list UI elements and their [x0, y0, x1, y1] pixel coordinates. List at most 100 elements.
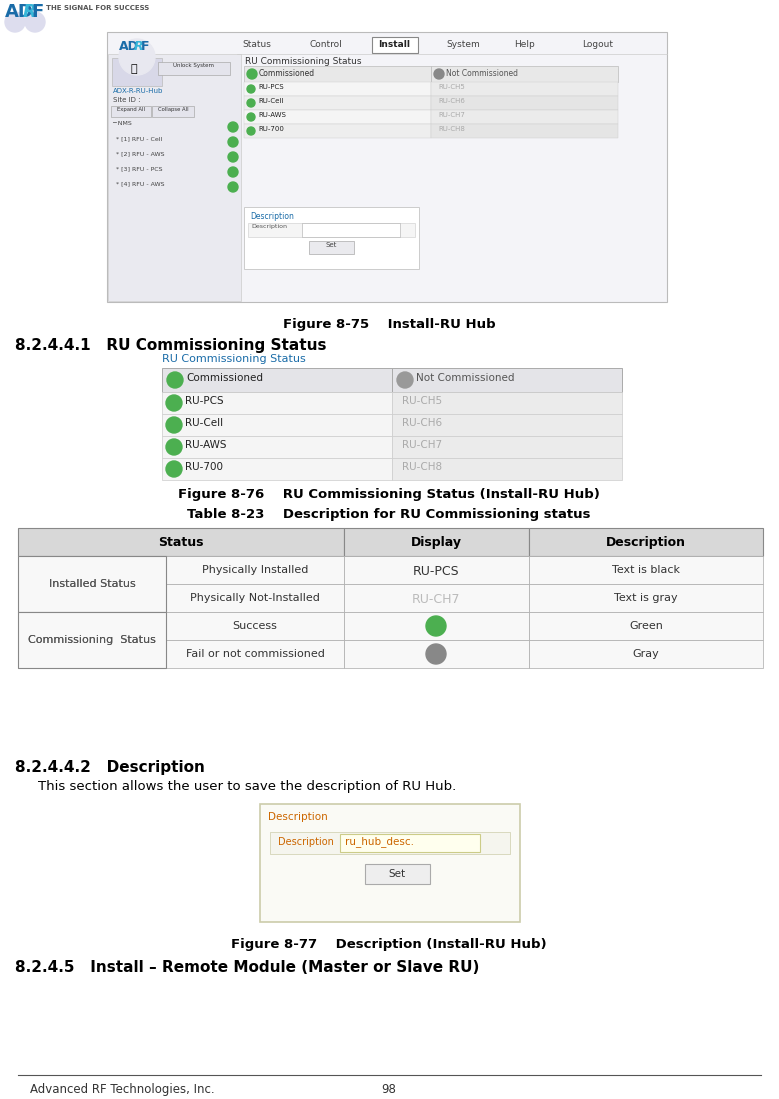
Text: Display: Display [411, 536, 461, 550]
Text: Installed Status: Installed Status [48, 579, 136, 589]
Text: Unlock System: Unlock System [174, 63, 214, 68]
Text: AD: AD [119, 40, 139, 53]
Text: Description: Description [250, 212, 294, 221]
Bar [302, 223, 400, 237]
Text: Commissioned: Commissioned [259, 69, 315, 78]
Circle shape [397, 371, 413, 388]
Text: Physically Not-Installed: Physically Not-Installed [190, 593, 320, 603]
Bar [392, 414, 622, 436]
Bar [166, 584, 344, 612]
Bar [260, 804, 520, 922]
Text: Status: Status [158, 536, 204, 550]
Circle shape [166, 460, 182, 477]
Bar [344, 584, 529, 612]
Text: Green: Green [629, 621, 663, 631]
Text: RU-PCS: RU-PCS [258, 84, 284, 90]
Circle shape [228, 137, 238, 147]
Circle shape [167, 371, 183, 388]
Text: ADX-R-RU-Hub: ADX-R-RU-Hub [113, 88, 164, 95]
Text: Commissioning  Status: Commissioning Status [28, 635, 156, 645]
Text: R: R [23, 3, 37, 21]
Bar [431, 66, 618, 82]
Bar [344, 612, 529, 640]
Bar [372, 37, 418, 53]
Text: Status: Status [242, 40, 271, 49]
Bar [431, 82, 618, 96]
Bar [244, 207, 419, 269]
Text: RU-700: RU-700 [258, 126, 284, 132]
Text: Figure 8-76    RU Commissioning Status (Install-RU Hub): Figure 8-76 RU Commissioning Status (Ins… [178, 488, 600, 501]
Bar [344, 528, 529, 556]
Circle shape [5, 12, 25, 32]
Bar [162, 458, 392, 480]
Text: RU-AWS: RU-AWS [258, 112, 286, 118]
Circle shape [247, 69, 257, 79]
Bar [309, 241, 354, 254]
Text: Fail or not commissioned: Fail or not commissioned [185, 650, 324, 659]
Text: RU-Cell: RU-Cell [258, 98, 284, 104]
Text: Commissioned: Commissioned [186, 373, 263, 382]
Bar [152, 106, 194, 116]
Circle shape [166, 395, 182, 411]
Bar [270, 832, 510, 854]
Text: Figure 8-77    Description (Install-RU Hub): Figure 8-77 Description (Install-RU Hub) [231, 939, 547, 951]
Text: RU-CH5: RU-CH5 [402, 396, 442, 406]
Bar [18, 556, 166, 584]
Text: * [4] RFU - AWS: * [4] RFU - AWS [112, 181, 164, 186]
Text: Installed Status: Installed Status [48, 579, 136, 589]
Text: Success: Success [233, 621, 277, 631]
Text: THE SIGNAL FOR SUCCESS: THE SIGNAL FOR SUCCESS [46, 5, 150, 11]
Bar [162, 368, 392, 392]
Text: 8.2.4.4.2   Description: 8.2.4.4.2 Description [15, 761, 205, 775]
Bar [244, 66, 431, 82]
Text: Gray: Gray [633, 650, 659, 659]
Bar [244, 96, 431, 110]
Text: Not Commissioned: Not Commissioned [416, 373, 514, 382]
Text: RU-Cell: RU-Cell [185, 418, 223, 428]
Text: Collapse All: Collapse All [157, 107, 189, 112]
Bar [529, 640, 763, 668]
Bar [248, 223, 415, 237]
Circle shape [247, 127, 255, 135]
Text: Not Commissioned: Not Commissioned [446, 69, 518, 78]
Bar [166, 556, 344, 584]
Text: RU-700: RU-700 [185, 462, 223, 471]
Text: Logout: Logout [582, 40, 613, 49]
Bar [529, 528, 763, 556]
Bar [111, 106, 151, 116]
Circle shape [25, 12, 45, 32]
Text: RU-CH6: RU-CH6 [438, 98, 465, 104]
Bar [162, 392, 392, 414]
Text: Description: Description [251, 224, 287, 229]
Text: RU-CH7: RU-CH7 [402, 440, 442, 449]
Bar [162, 414, 392, 436]
Text: RU-AWS: RU-AWS [185, 440, 227, 449]
Bar [344, 640, 529, 668]
Circle shape [434, 69, 444, 79]
Text: Figure 8-75    Install-RU Hub: Figure 8-75 Install-RU Hub [283, 318, 495, 331]
Bar [162, 436, 392, 458]
Text: Description: Description [268, 812, 328, 822]
Text: Commissioning  Status: Commissioning Status [28, 635, 156, 645]
Text: Install: Install [378, 40, 410, 49]
Text: Text is black: Text is black [612, 565, 680, 575]
Circle shape [426, 644, 446, 664]
Text: Advanced RF Technologies, Inc.: Advanced RF Technologies, Inc. [30, 1083, 215, 1096]
Text: F: F [31, 3, 44, 21]
Bar [431, 96, 618, 110]
Text: RU-CH8: RU-CH8 [438, 126, 465, 132]
Text: 8.2.4.5   Install – Remote Module (Master or Slave RU): 8.2.4.5 Install – Remote Module (Master … [15, 961, 479, 975]
Bar [529, 612, 763, 640]
Circle shape [166, 439, 182, 455]
Text: RU-CH5: RU-CH5 [438, 84, 465, 90]
Text: 8.2.4.4.1   RU Commissioning Status: 8.2.4.4.1 RU Commissioning Status [15, 338, 326, 353]
Circle shape [228, 167, 238, 177]
Text: Site ID :: Site ID : [113, 97, 140, 103]
Bar [18, 612, 166, 640]
Text: AD: AD [5, 3, 33, 21]
Bar [431, 124, 618, 138]
Bar [18, 612, 166, 668]
Bar [18, 640, 166, 668]
Bar [392, 392, 622, 414]
Bar [529, 584, 763, 612]
